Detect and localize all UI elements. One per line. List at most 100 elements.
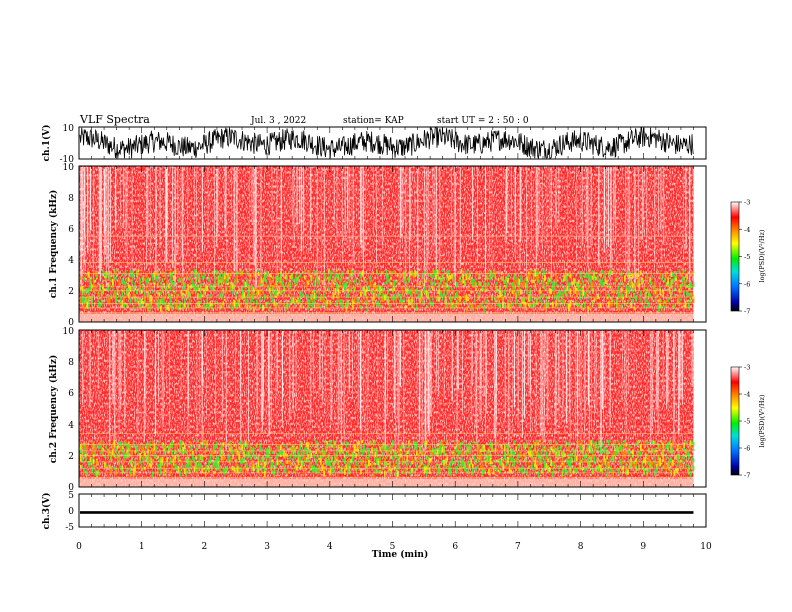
spec1-band-cell bbox=[592, 292, 594, 294]
spec1-band-cell bbox=[360, 272, 362, 279]
spec1-band-cell bbox=[603, 274, 605, 278]
spec1-band-cell bbox=[462, 273, 465, 280]
spec1-band-cell bbox=[467, 275, 469, 278]
spec2-band-cell bbox=[264, 461, 266, 464]
spec2-band-cell bbox=[550, 446, 553, 451]
spec1-band-cell bbox=[491, 305, 493, 308]
spec2-band-cell bbox=[196, 465, 199, 473]
spec2-band-cell bbox=[264, 470, 266, 478]
spec1-band-cell bbox=[616, 277, 618, 282]
spec1-band-cell bbox=[395, 298, 397, 303]
spec1-band-cell bbox=[523, 303, 525, 310]
spec2-band-cell bbox=[275, 441, 277, 445]
spec2-ytick-6: 6 bbox=[68, 389, 74, 399]
spec2-band-cell bbox=[576, 455, 578, 461]
spec1-band-cell bbox=[124, 303, 127, 305]
spec1-band-cell bbox=[470, 278, 473, 284]
spec2-band-cell bbox=[257, 461, 260, 468]
spec1-band-cell bbox=[156, 290, 159, 295]
spec2-band-cell bbox=[81, 442, 84, 448]
spec2-band-cell bbox=[692, 442, 695, 447]
spec1-band-cell bbox=[320, 305, 322, 309]
spec2-band-cell bbox=[339, 466, 341, 469]
spec2-band-cell bbox=[419, 463, 421, 465]
spec2-band-cell bbox=[467, 462, 469, 466]
spec2-band-cell bbox=[611, 455, 613, 462]
spec1-band-cell bbox=[598, 296, 601, 299]
spec2-band-cell bbox=[187, 459, 189, 464]
spec1-band-cell bbox=[587, 290, 589, 294]
spec2-band-cell bbox=[387, 448, 389, 456]
spec1-band-cell bbox=[219, 276, 221, 281]
spec1-band-cell bbox=[230, 287, 233, 291]
spec2-band-cell bbox=[332, 449, 335, 451]
spec2-band-cell bbox=[313, 465, 316, 473]
spec2-band-cell bbox=[352, 452, 354, 459]
spec2-band-cell bbox=[518, 468, 521, 471]
spec1-band-cell bbox=[444, 301, 447, 308]
spec1-band-cell bbox=[499, 303, 501, 308]
spec1-band-cell bbox=[380, 271, 383, 275]
spec2-band-cell bbox=[620, 461, 623, 464]
spec2-band-cell bbox=[395, 452, 397, 458]
spec2-band-cell bbox=[380, 469, 383, 471]
spec2-band-cell bbox=[264, 461, 266, 469]
spec2-band-cell bbox=[681, 465, 684, 469]
spec2-band-cell bbox=[228, 440, 231, 447]
spec1-band-cell bbox=[444, 300, 447, 305]
spec1-band-cell bbox=[208, 303, 210, 311]
spec1-band-cell bbox=[134, 295, 137, 302]
spec1-band-cell bbox=[163, 282, 165, 286]
spec1-band-cell bbox=[688, 300, 690, 303]
spec1-band-cell bbox=[689, 281, 692, 285]
spec2-band-cell bbox=[284, 468, 287, 474]
spec2-band-cell bbox=[548, 441, 551, 445]
spec2-band-cell bbox=[656, 467, 658, 474]
spec2-band-cell bbox=[356, 446, 359, 452]
spec1-ytick-4: 4 bbox=[68, 256, 74, 266]
spec1-band-cell bbox=[96, 275, 98, 278]
spec2-band-cell bbox=[300, 452, 303, 454]
spec2-band-cell bbox=[312, 464, 314, 471]
spec1-band-cell bbox=[644, 292, 647, 300]
spec1-band-cell bbox=[150, 305, 153, 309]
spec2-band-cell bbox=[540, 450, 543, 458]
spec2-band-cell bbox=[278, 446, 281, 448]
spec1-band-cell bbox=[513, 280, 516, 284]
spec2-band-cell bbox=[292, 455, 295, 457]
spec2-band-cell bbox=[462, 458, 465, 466]
spec1-band-cell bbox=[193, 269, 196, 274]
spec2-band-cell bbox=[208, 468, 210, 472]
spec1-band-cell bbox=[100, 289, 103, 294]
spec1-band-cell bbox=[547, 301, 549, 304]
spec2-band-cell bbox=[456, 448, 458, 451]
spec2-band-cell bbox=[609, 440, 612, 443]
spec1-band-cell bbox=[259, 290, 261, 294]
spec1-band-cell bbox=[555, 294, 557, 298]
spec1-band-cell bbox=[521, 282, 524, 288]
spec2-band-cell bbox=[686, 460, 689, 463]
spec2-band-cell bbox=[516, 457, 519, 461]
spec1-band-cell bbox=[288, 303, 290, 307]
spec2-band-cell bbox=[148, 463, 151, 467]
spec1-band-cell bbox=[600, 273, 602, 277]
spec1-band-cell bbox=[252, 287, 255, 292]
spec1-band-cell bbox=[352, 287, 354, 289]
spec2-band-cell bbox=[611, 468, 613, 471]
spec1-band-cell bbox=[268, 276, 271, 282]
spec1-band-cell bbox=[196, 275, 199, 279]
cb1ticks-tick-label: -6 bbox=[744, 280, 750, 288]
spec2-band-cell bbox=[222, 457, 225, 464]
spec1-band-cell bbox=[289, 274, 292, 280]
spec1-band-cell bbox=[571, 274, 573, 277]
spec2-band-cell bbox=[627, 458, 629, 461]
spec2-band-cell bbox=[348, 459, 351, 467]
spec1-band-cell bbox=[572, 302, 575, 306]
spec2-band-cell bbox=[92, 448, 95, 456]
spec2-band-cell bbox=[505, 465, 508, 468]
spec1-band-cell bbox=[544, 286, 546, 290]
spec1-band-cell bbox=[323, 286, 325, 289]
spec1-band-cell bbox=[392, 300, 394, 302]
spec2-band-cell bbox=[260, 458, 263, 462]
spec2-band-cell bbox=[339, 469, 341, 473]
